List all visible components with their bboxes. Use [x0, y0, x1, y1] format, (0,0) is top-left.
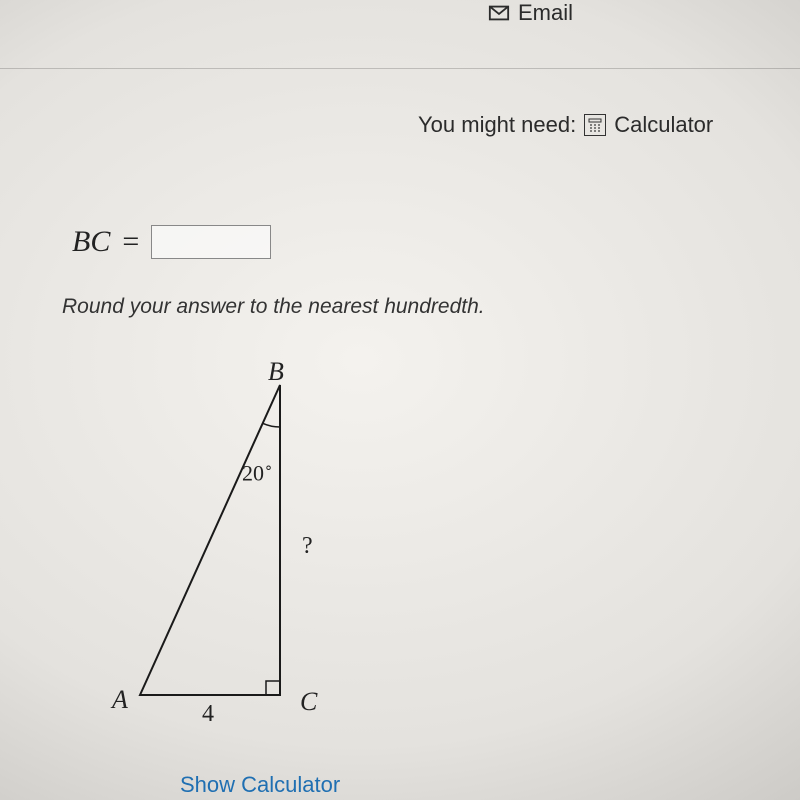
triangle-figure: A B C 20∘ ? 4: [120, 365, 360, 735]
instruction-text: Round your answer to the nearest hundred…: [62, 295, 485, 319]
side-ac-label: 4: [202, 701, 214, 728]
email-link[interactable]: Email: [488, 0, 573, 26]
triangle-svg: [120, 365, 360, 735]
hint-prefix: You might need:: [418, 112, 576, 138]
angle-b-label: 20∘: [242, 460, 273, 486]
calculator-icon: [584, 114, 606, 136]
hint-row: You might need: Calculator: [418, 112, 713, 138]
vertex-b-label: B: [268, 357, 284, 387]
answer-row: BC =: [72, 225, 271, 259]
hint-tool: Calculator: [614, 112, 713, 138]
vertex-c-label: C: [300, 687, 317, 717]
equals-sign: =: [122, 225, 139, 259]
show-calculator-link[interactable]: Show Calculator: [180, 772, 340, 798]
mail-icon: [488, 2, 510, 24]
answer-input[interactable]: [151, 225, 271, 259]
variable-label: BC: [72, 225, 110, 259]
divider: [0, 68, 800, 69]
email-label: Email: [518, 0, 573, 26]
vertex-a-label: A: [112, 685, 128, 715]
side-bc-label: ?: [302, 533, 313, 560]
